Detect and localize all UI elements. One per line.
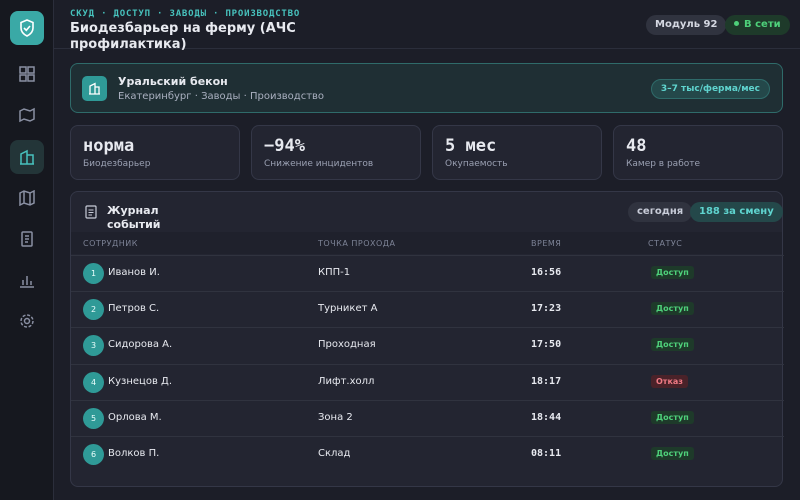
time: 08:11 (531, 448, 562, 459)
time: 17:23 (531, 303, 562, 315)
kpi-card: −94% Снижение инцидентов (251, 125, 421, 180)
nav-map[interactable] (10, 98, 44, 132)
checkpoint: Склад (318, 448, 351, 459)
online-text: В сети (744, 19, 781, 30)
kpi-label: Камер в работе (626, 159, 701, 169)
online-dot (734, 21, 739, 26)
time: 16:56 (531, 267, 562, 278)
status-badge: Доступ (651, 338, 694, 352)
status-badge: Доступ (651, 447, 694, 460)
checkpoint: Зона 2 (318, 411, 353, 423)
nav-building[interactable] (10, 140, 44, 174)
kpi-card: норма Биодезбарьер (70, 125, 240, 180)
row-number: 2 (83, 299, 104, 321)
checkpoint: Лифт.холл (318, 375, 375, 387)
log-row[interactable]: 3 Сидорова А. Проходная 17:50 Доступ (71, 327, 784, 363)
kpi-value: 48 (626, 136, 647, 156)
kpi-card: 5 мес Окупаемость (432, 125, 602, 180)
row-number: 6 (83, 444, 104, 465)
checkpoint: Проходная (318, 339, 376, 351)
log-row[interactable]: 6 Волков П. Склад 08:11 Доступ (71, 436, 784, 472)
status-badge: Отказ (651, 374, 688, 388)
row-number: 5 (83, 407, 104, 429)
log-title: Журнал событий (107, 204, 161, 231)
time: 18:44 (531, 411, 562, 423)
status-badge: Доступ (651, 266, 694, 279)
employee: Сидорова А. (108, 339, 173, 351)
kpi-card: 48 Камер в работе (613, 125, 783, 180)
employee: Кузнецов Д. (108, 375, 173, 387)
employee: Петров С. (108, 303, 160, 315)
column-header: ТОЧКА ПРОХОДА (318, 239, 396, 248)
log-row[interactable]: 2 Петров С. Турникет А 17:23 Доступ (71, 291, 784, 327)
shift-count: 188 за смену (690, 202, 783, 222)
event-log: Журнал событий сегодня 188 за смену СОТР… (70, 191, 784, 487)
period-filter[interactable]: сегодня (628, 202, 693, 222)
row-number: 4 (83, 371, 104, 393)
time: 17:50 (531, 339, 562, 351)
column-header: СОТРУДНИК (83, 239, 138, 248)
status-badge: Доступ (651, 410, 694, 424)
nav-dashboard[interactable] (10, 57, 44, 91)
log-icon (85, 205, 97, 219)
kpi-label: Снижение инцидентов (264, 159, 374, 169)
time: 18:17 (531, 375, 562, 387)
header-divider (54, 48, 800, 49)
employee: Волков П. (108, 448, 160, 459)
log-row[interactable]: 1 Иванов И. КПП-1 16:56 Доступ (71, 255, 784, 291)
kpi-value: 5 мес (445, 136, 497, 156)
kpi-value: норма (83, 136, 135, 156)
log-row[interactable]: 4 Кузнецов Д. Лифт.холл 18:17 Отказ (71, 363, 784, 400)
nav-settings[interactable] (10, 304, 44, 338)
log-row[interactable]: 5 Орлова М. Зона 2 18:44 Доступ (71, 399, 784, 436)
banner-subtitle: Екатеринбург · Заводы · Производство (118, 91, 325, 102)
module-badge: Модуль 92 (646, 15, 727, 35)
nav-docs[interactable] (10, 222, 44, 256)
header-band (71, 232, 782, 254)
sidebar (0, 0, 54, 500)
banner: Уральский бекон Екатеринбург · Заводы · … (70, 63, 783, 113)
column-header: СТАТУС (648, 239, 683, 248)
column-header: ВРЕМЯ (531, 239, 562, 248)
online-badge: В сети (725, 15, 790, 35)
row-number: 1 (83, 263, 104, 284)
kpi-value: −94% (264, 136, 305, 156)
banner-name: Уральский бекон (118, 75, 228, 88)
page-title: Биодезбарьер на ферму (АЧС профилактика) (70, 21, 296, 52)
status-badge: Доступ (651, 302, 694, 316)
checkpoint: КПП-1 (318, 267, 351, 278)
kpi-label: Биодезбарьер (83, 159, 151, 169)
employee: Орлова М. (108, 411, 162, 423)
nav-book[interactable] (10, 181, 44, 215)
checkpoint: Турникет А (318, 303, 378, 315)
row-number: 3 (83, 335, 104, 357)
breadcrumb: СКУД · ДОСТУП · ЗАВОДЫ · ПРОИЗВОДСТВО (70, 9, 301, 19)
kpi-label: Окупаемость (445, 159, 508, 169)
price-badge: 3–7 тыс/ферма/мес (650, 79, 770, 99)
banner-icon (82, 76, 107, 101)
logo[interactable] (10, 11, 44, 45)
nav-stats[interactable] (10, 263, 44, 297)
employee: Иванов И. (108, 267, 160, 278)
